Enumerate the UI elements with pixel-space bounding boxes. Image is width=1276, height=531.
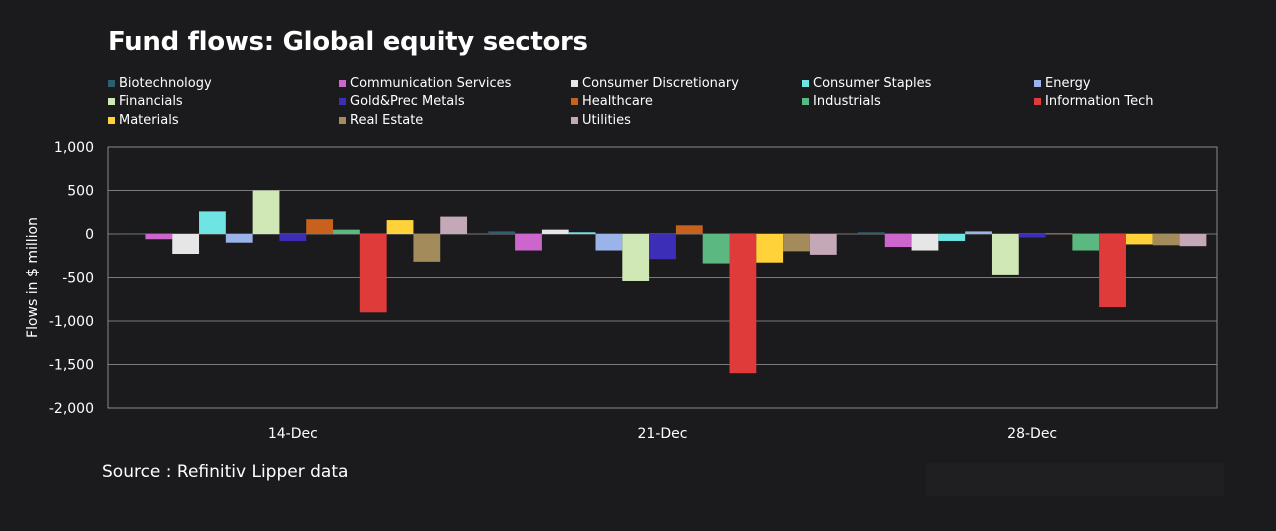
bar xyxy=(965,231,992,234)
plot-border xyxy=(107,146,1218,409)
bar xyxy=(1179,234,1207,247)
bar xyxy=(675,225,703,234)
y-tick-label: 500 xyxy=(67,184,94,200)
bar xyxy=(991,234,1019,275)
legend-swatch xyxy=(802,80,809,87)
x-tick-label: 14-Dec xyxy=(268,426,318,442)
bar xyxy=(252,190,280,234)
legend-swatch xyxy=(1034,98,1041,105)
bar xyxy=(1099,234,1126,308)
legend-item: Consumer Staples xyxy=(802,76,931,91)
y-tick-label: -1,000 xyxy=(49,314,94,330)
bar xyxy=(1152,234,1180,246)
legend-swatch xyxy=(571,98,578,105)
bar xyxy=(649,234,676,260)
bar xyxy=(809,234,837,255)
legend-swatch xyxy=(339,98,346,105)
x-tick-label: 21-Dec xyxy=(638,426,688,442)
legend-label: Consumer Discretionary xyxy=(582,76,739,91)
bar xyxy=(172,234,200,255)
bar xyxy=(1125,234,1153,245)
bar xyxy=(118,233,146,235)
bar xyxy=(279,234,307,241)
watermark-area xyxy=(926,463,1224,496)
bar xyxy=(306,219,334,234)
y-tick-label: -500 xyxy=(62,271,94,287)
legend-swatch xyxy=(339,117,346,124)
bar xyxy=(541,229,569,234)
legend-swatch xyxy=(108,80,115,87)
legend-item: Biotechnology xyxy=(108,76,212,91)
bar xyxy=(729,234,757,374)
legend-label: Information Tech xyxy=(1045,94,1154,109)
legend-swatch xyxy=(339,80,346,87)
bar xyxy=(884,234,912,248)
legend-label: Biotechnology xyxy=(119,76,212,91)
legend-item: Information Tech xyxy=(1034,94,1154,109)
legend-label: Industrials xyxy=(813,94,881,109)
bar xyxy=(145,234,173,240)
legend-item: Financials xyxy=(108,94,183,109)
bar xyxy=(857,232,885,234)
legend-label: Communication Services xyxy=(350,76,512,91)
x-tick-label: 28-Dec xyxy=(1007,426,1057,442)
bar xyxy=(595,234,623,251)
bar xyxy=(199,211,226,234)
bar xyxy=(938,234,966,241)
bar xyxy=(225,234,253,243)
bar xyxy=(783,234,810,252)
legend-swatch xyxy=(802,98,809,105)
y-tick-label: 1,000 xyxy=(54,140,94,156)
bar xyxy=(333,229,360,234)
legend-item: Healthcare xyxy=(571,94,653,109)
bar xyxy=(568,232,596,234)
legend-item: Energy xyxy=(1034,76,1091,91)
bar xyxy=(911,234,939,251)
legend-swatch xyxy=(108,98,115,105)
bar xyxy=(359,234,387,313)
legend-label: Healthcare xyxy=(582,94,653,109)
legend-swatch xyxy=(571,117,578,124)
y-tick-label: -2,000 xyxy=(49,401,94,417)
legend-swatch xyxy=(571,80,578,87)
legend-item: Consumer Discretionary xyxy=(571,76,739,91)
legend-swatch xyxy=(108,117,115,124)
legend-label: Materials xyxy=(119,113,179,128)
bar xyxy=(622,234,650,281)
bar xyxy=(413,234,441,262)
chart-title: Fund flows: Global equity sectors xyxy=(108,27,588,57)
legend-label: Real Estate xyxy=(350,113,424,128)
legend-label: Utilities xyxy=(582,113,631,128)
legend-label: Financials xyxy=(119,94,183,109)
bar xyxy=(440,216,468,234)
legend-item: Utilities xyxy=(571,113,631,128)
bar xyxy=(1072,234,1100,251)
bar xyxy=(386,220,414,234)
bar xyxy=(756,234,784,263)
y-tick-label: -1,500 xyxy=(49,358,94,374)
source-note: Source : Refinitiv Lipper data xyxy=(102,462,349,482)
legend-item: Industrials xyxy=(802,94,881,109)
y-axis-label: Flows in $ million xyxy=(25,217,41,338)
legend-item: Gold&Prec Metals xyxy=(339,94,465,109)
bar xyxy=(1045,233,1073,235)
legend-item: Materials xyxy=(108,113,179,128)
legend-item: Communication Services xyxy=(339,76,511,91)
bar xyxy=(702,234,730,264)
bar xyxy=(515,234,542,251)
legend-swatch xyxy=(1034,80,1041,87)
legend-label: Gold&Prec Metals xyxy=(350,94,465,109)
legend-label: Energy xyxy=(1045,76,1091,91)
legend-label: Consumer Staples xyxy=(813,76,932,91)
legend-item: Real Estate xyxy=(339,113,423,128)
bar xyxy=(488,231,516,234)
bar xyxy=(1018,234,1046,238)
y-tick-label: 0 xyxy=(85,227,94,243)
